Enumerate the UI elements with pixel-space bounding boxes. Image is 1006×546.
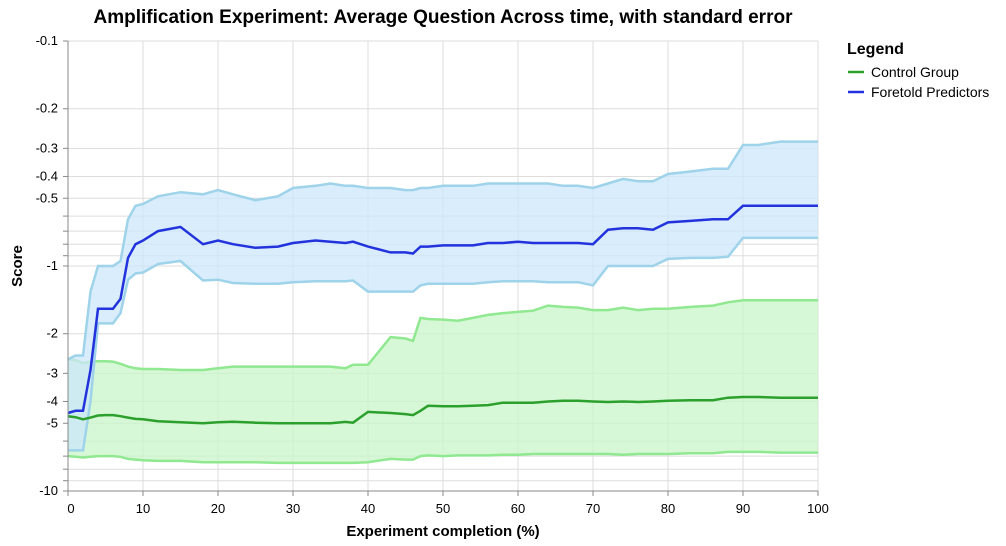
y-tick-label: -0.5 <box>36 190 58 205</box>
control-group-upper-line <box>67 299 818 372</box>
x-tick-label: 60 <box>511 501 525 516</box>
legend-entry-foretold-predictors: Foretold Predictors <box>871 84 989 100</box>
y-tick-label: -2 <box>46 326 58 341</box>
x-tick-label: 10 <box>136 501 150 516</box>
axes: 0 10 20 30 40 50 60 70 80 90 100 -0.1 -0.2 -0.3 -0.4 -0… <box>36 33 829 516</box>
x-axis-title: Experiment completion (%) <box>346 523 539 540</box>
x-tick-label: 40 <box>361 501 375 516</box>
x-tick-label: 50 <box>436 501 450 516</box>
foretold-predictors-lower-line <box>68 236 818 452</box>
control-group-error-band <box>68 300 818 463</box>
control-group-lower-line <box>67 450 818 465</box>
x-tick-label: 80 <box>661 501 675 516</box>
x-tick-label: 20 <box>211 501 225 516</box>
y-tick-label: -5 <box>46 415 58 430</box>
legend: Legend Control Group Foretold Predictors <box>847 41 989 100</box>
legend-entry-control-group: Control Group <box>871 64 959 80</box>
x-tick-label: 90 <box>736 501 750 516</box>
y-tick-label: -0.3 <box>36 140 58 155</box>
x-tick-label: 30 <box>286 501 300 516</box>
y-tick-label: -1 <box>46 258 58 273</box>
y-tick-label: -0.4 <box>36 168 58 183</box>
foretold-predictors-series-line <box>67 204 818 415</box>
series-lines <box>67 204 818 425</box>
y-axis-title: Score <box>9 245 26 287</box>
chart-title: Amplification Experiment: Average Questi… <box>94 7 794 28</box>
foretold-predictors-upper-line <box>67 140 818 361</box>
y-tick-label: -10 <box>39 483 58 498</box>
y-tick-label: -0.2 <box>36 101 58 116</box>
legend-title: Legend <box>847 41 904 58</box>
foretold-predictors-error-band <box>68 141 818 451</box>
x-tick-label: 70 <box>586 501 600 516</box>
x-tick-label: 0 <box>67 501 74 516</box>
y-tick-label: -4 <box>46 393 58 408</box>
control-group-series-line <box>67 395 818 425</box>
y-tick-label: -0.1 <box>36 33 58 48</box>
y-tick-label: -3 <box>46 365 58 380</box>
x-tick-label: 100 <box>807 501 829 516</box>
